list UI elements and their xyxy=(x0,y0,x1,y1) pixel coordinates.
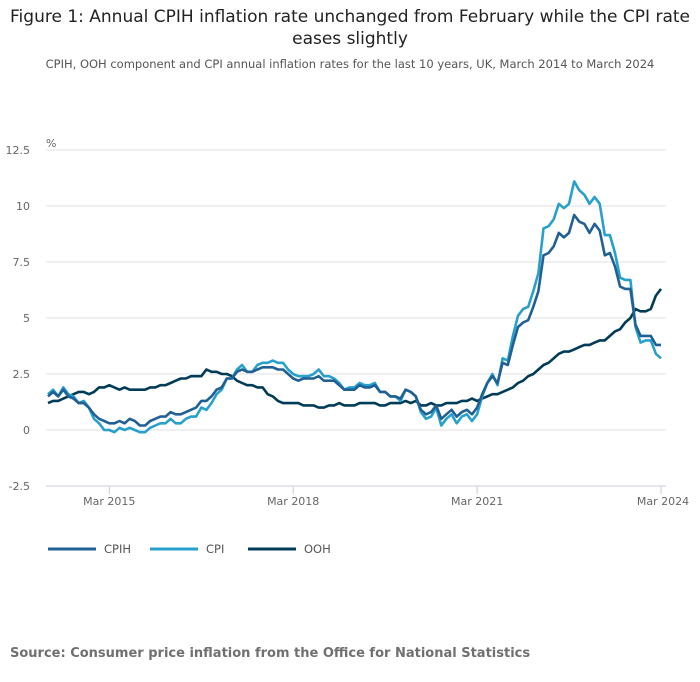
x-tick-label: Mar 2018 xyxy=(267,495,319,508)
series-line-cpi xyxy=(47,180,662,434)
y-tick-label: 7.5 xyxy=(13,256,31,269)
chart-title: Figure 1: Annual CPIH inflation rate unc… xyxy=(10,7,690,49)
x-tick-label: Mar 2021 xyxy=(451,495,503,508)
legend-label-ooh: OOH xyxy=(304,542,331,556)
y-tick-label: 2.5 xyxy=(13,368,31,381)
series-line-ooh xyxy=(47,288,663,409)
y-tick-label: 10 xyxy=(16,200,30,213)
source-note: Source: Consumer price inflation from th… xyxy=(10,646,531,661)
legend-label-cpi: CPI xyxy=(206,542,224,556)
y-unit-label: % xyxy=(46,137,56,150)
line-chart: % 12.5 10 7.5 5 2.5 0 -2.5 Mar 2015 Mar 2018 Mar … xyxy=(6,137,690,556)
x-tick-label: Mar 2024 xyxy=(637,495,689,508)
chart-subtitle: CPIH, OOH component and CPI annual infla… xyxy=(45,57,655,71)
series-line-cpih xyxy=(47,213,661,427)
y-tick-label: 12.5 xyxy=(6,144,31,157)
y-tick-label: 0 xyxy=(23,424,30,437)
x-tick-label: Mar 2015 xyxy=(83,495,135,508)
y-tick-label: -2.5 xyxy=(9,480,30,493)
y-tick-label: 5 xyxy=(23,312,30,325)
legend-label-cpih: CPIH xyxy=(104,542,131,556)
